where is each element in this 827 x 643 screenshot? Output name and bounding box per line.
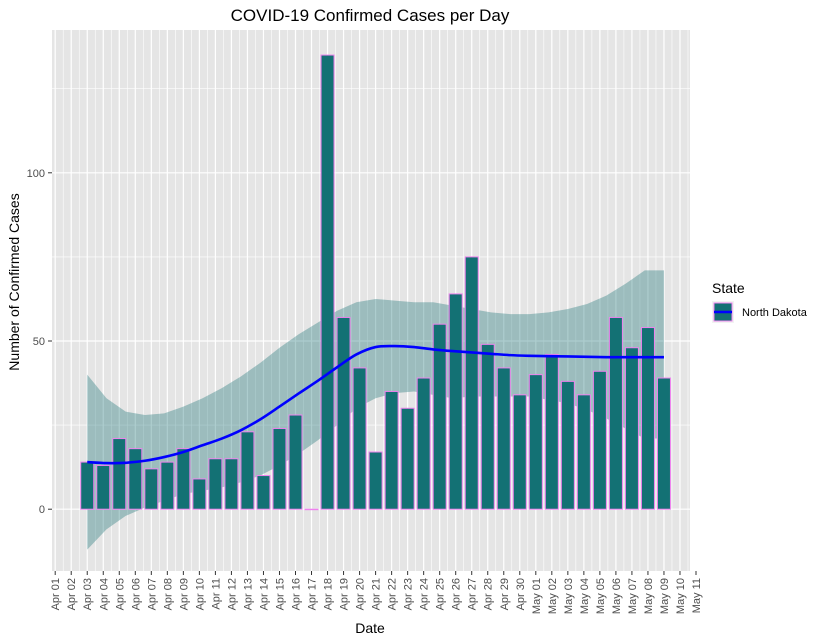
x-tick-label: Apr 14 (258, 578, 270, 610)
x-tick-label: Apr 23 (403, 578, 415, 610)
y-tick-label: 100 (27, 168, 45, 180)
x-tick-label: Apr 30 (515, 578, 527, 610)
x-tick-label: May 08 (643, 578, 655, 614)
bar-apr-23 (400, 407, 415, 510)
x-tick-label: Apr 08 (162, 578, 174, 610)
bar-apr-11 (208, 458, 223, 510)
x-tick-label: May 03 (563, 578, 575, 614)
bar-apr-25 (432, 323, 447, 510)
x-axis-ticks: Apr 01 Apr 02 Apr 03 Apr 04 Apr 05 Apr 06 Apr … (50, 571, 703, 614)
x-tick-label: Apr 07 (146, 578, 158, 610)
legend-title: State (712, 280, 745, 296)
x-tick-label: Apr 02 (66, 578, 78, 610)
bar-apr-16 (288, 414, 303, 510)
x-axis-title: Date (355, 620, 385, 636)
x-tick-label: Apr 19 (339, 578, 351, 610)
bar-apr-17 (304, 508, 319, 511)
bar-apr-18 (320, 54, 335, 510)
bar-apr-03 (80, 461, 95, 510)
bar-apr-04 (96, 464, 111, 510)
x-tick-label: Apr 26 (451, 578, 463, 610)
x-tick-label: Apr 03 (82, 578, 94, 610)
bar-may-02 (544, 353, 559, 510)
bar-may-06 (608, 316, 623, 510)
x-tick-label: Apr 13 (242, 578, 254, 610)
bar-apr-15 (272, 427, 287, 510)
x-tick-label: Apr 29 (499, 578, 511, 610)
x-tick-label: May 02 (547, 578, 559, 614)
smooth-trend-line (87, 344, 664, 465)
x-tick-label: Apr 12 (226, 578, 238, 610)
bar-apr-24 (416, 377, 431, 510)
y-tick-label: 50 (33, 336, 45, 348)
bar-may-01 (528, 374, 543, 510)
x-tick-label: May 01 (531, 578, 543, 614)
grid-minor-lines (52, 30, 690, 571)
x-tick-label: Apr 17 (307, 578, 319, 610)
bar-apr-22 (384, 390, 399, 510)
bar-apr-20 (352, 367, 367, 510)
bar-may-08 (640, 327, 655, 510)
bar-apr-12 (224, 458, 239, 510)
bar-apr-09 (176, 448, 191, 510)
x-tick-label: Apr 25 (435, 578, 447, 610)
bar-apr-26 (448, 293, 463, 510)
y-axis-title: Number of Confirmed Cases (6, 193, 22, 370)
x-tick-label: Apr 22 (387, 578, 399, 610)
x-tick-label: Apr 24 (419, 578, 431, 610)
x-tick-label: Apr 09 (178, 578, 190, 610)
x-tick-label: May 11 (691, 578, 703, 613)
x-tick-label: Apr 15 (274, 578, 286, 610)
bar-may-07 (624, 347, 639, 510)
x-tick-label: Apr 16 (291, 578, 303, 610)
bar-apr-19 (336, 316, 351, 510)
x-tick-label: May 05 (595, 578, 607, 614)
x-tick-label: Apr 27 (467, 578, 479, 610)
x-tick-label: May 09 (659, 578, 671, 614)
x-tick-label: May 06 (611, 578, 623, 614)
x-tick-label: Apr 18 (323, 578, 335, 610)
bar-apr-13 (240, 431, 255, 510)
bar-apr-29 (496, 367, 511, 510)
bar-apr-10 (192, 478, 207, 510)
bar-may-09 (656, 377, 671, 510)
x-tick-label: Apr 10 (194, 578, 206, 610)
bar-apr-14 (256, 475, 271, 510)
legend-label-north-dakota: North Dakota (742, 307, 808, 319)
x-tick-label: Apr 20 (355, 578, 367, 610)
x-tick-label: Apr 05 (114, 578, 126, 610)
x-tick-label: Apr 11 (210, 578, 222, 610)
bar-apr-06 (128, 448, 143, 510)
bar-apr-21 (368, 451, 383, 510)
x-tick-label: May 10 (675, 578, 687, 614)
x-tick-label: Apr 21 (371, 578, 383, 610)
x-tick-label: Apr 06 (130, 578, 142, 610)
bar-apr-08 (160, 461, 175, 510)
bar-apr-27 (464, 256, 479, 510)
x-tick-label: May 07 (627, 578, 639, 614)
y-axis-ticks: 0 50 100 (27, 168, 52, 516)
x-tick-label: Apr 04 (98, 578, 110, 610)
legend: State North Dakota (712, 280, 808, 323)
y-tick-label: 0 (39, 504, 45, 516)
bar-apr-28 (480, 343, 495, 510)
bar-may-04 (576, 394, 591, 510)
bar-may-03 (560, 380, 575, 510)
bar-apr-05 (112, 438, 127, 510)
x-tick-label: Apr 01 (50, 578, 62, 610)
x-tick-label: May 04 (579, 578, 591, 614)
x-tick-label: Apr 28 (483, 578, 495, 610)
bar-apr-30 (512, 394, 527, 510)
bar-may-05 (592, 370, 607, 510)
chart-title: COVID-19 Confirmed Cases per Day (231, 6, 510, 25)
bar-apr-07 (144, 468, 159, 510)
